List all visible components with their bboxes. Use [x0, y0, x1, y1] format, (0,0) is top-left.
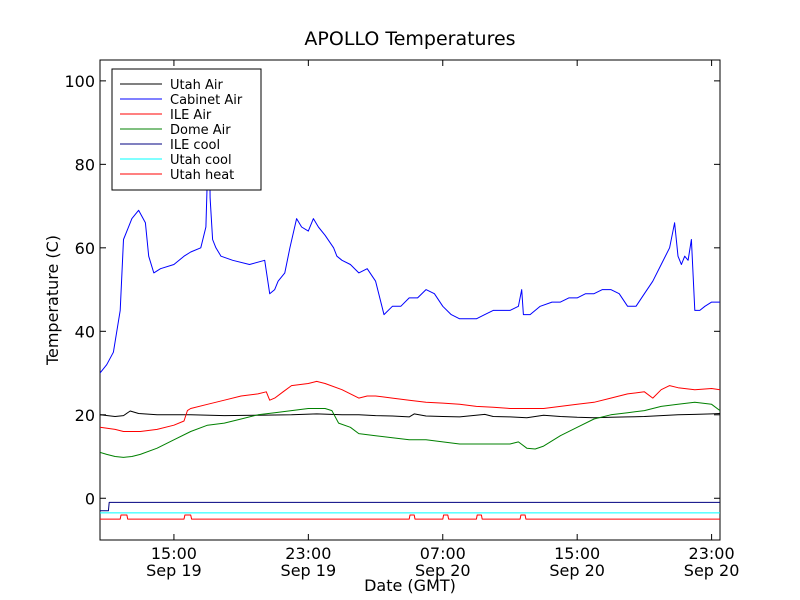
series-layer — [100, 113, 720, 520]
y-tick-label: 20 — [75, 406, 95, 425]
legend-label: ILE cool — [170, 138, 220, 153]
series-line-dome-air — [100, 401, 720, 458]
x-tick-label-date: Sep 19 — [146, 561, 202, 580]
legend-label: ILE Air — [170, 108, 212, 123]
y-tick-label: 0 — [85, 489, 95, 508]
series-line-ile-air — [100, 380, 720, 432]
x-tick-label-date: Sep 20 — [549, 561, 605, 580]
x-tick-label-date: Sep 20 — [415, 561, 471, 580]
legend-label: Cabinet Air — [170, 93, 243, 108]
x-axis-label: Date (GMT) — [364, 576, 456, 595]
legend-label: Utah Air — [170, 78, 223, 93]
x-tick-label-date: Sep 20 — [684, 561, 740, 580]
x-tick-label-time: 15:00 — [151, 544, 197, 563]
y-tick-label: 60 — [75, 239, 95, 258]
x-tick-label-time: 15:00 — [554, 544, 600, 563]
y-tick-label: 100 — [64, 72, 95, 91]
x-tick-label-time: 07:00 — [420, 544, 466, 563]
series-line-utah-heat — [100, 514, 720, 520]
legend-label: Utah cool — [170, 153, 232, 168]
series-line-cabinet-air — [100, 113, 720, 374]
series-line-ile-cool — [100, 501, 720, 512]
x-tick-label-time: 23:00 — [285, 544, 331, 563]
chart-title: APOLLO Temperatures — [304, 28, 515, 50]
x-tick-label-date: Sep 19 — [281, 561, 337, 580]
y-axis-label: Temperature (C) — [43, 235, 62, 366]
y-tick-label: 40 — [75, 322, 95, 341]
legend-label: Dome Air — [170, 123, 231, 138]
legend-label: Utah heat — [170, 168, 234, 183]
y-tick-label: 80 — [75, 155, 95, 174]
series-line-utah-air — [100, 410, 720, 419]
x-tick-label-time: 23:00 — [689, 544, 735, 563]
